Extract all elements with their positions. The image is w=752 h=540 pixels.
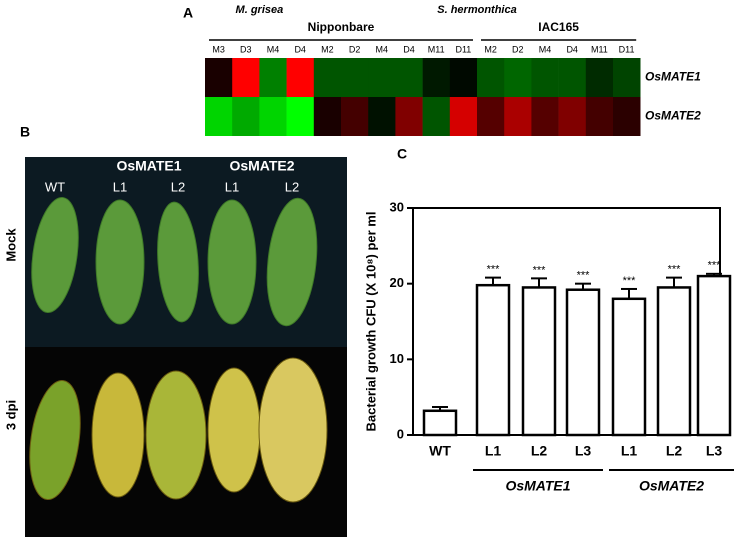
significance: *** <box>668 264 682 276</box>
photo-row-label: Mock <box>3 228 18 262</box>
heat-cell <box>531 58 559 97</box>
heat-cell <box>531 97 559 136</box>
column-label: M2 <box>321 44 334 54</box>
group-label: OsMATE2 <box>639 478 704 494</box>
heat-cell <box>449 58 478 97</box>
heat-cell <box>613 58 641 97</box>
heat-cell <box>504 97 532 136</box>
heat-cell <box>395 97 423 136</box>
column-label: M11 <box>591 44 608 54</box>
heat-cell <box>313 58 342 97</box>
x-tick-label: L3 <box>706 443 723 459</box>
y-tick-label: 20 <box>390 275 404 290</box>
heat-cell <box>259 97 287 136</box>
column-label: M4 <box>539 44 552 54</box>
x-tick-label: L2 <box>531 443 548 459</box>
bar <box>696 274 732 437</box>
heat-cell <box>232 58 260 97</box>
heat-cell <box>395 58 423 97</box>
bar <box>475 283 511 437</box>
panel-label: B <box>20 124 30 140</box>
significance: *** <box>577 270 591 282</box>
cultivar-label: Nipponbare <box>308 20 375 34</box>
bar <box>422 409 458 437</box>
heat-cell <box>477 58 505 97</box>
heat-cell <box>449 97 478 136</box>
heat-cell <box>477 97 505 136</box>
photo-column-label: WT <box>45 179 65 194</box>
column-label: D3 <box>240 44 252 54</box>
photo-column-label: L1 <box>225 179 239 194</box>
heat-cell <box>504 58 532 97</box>
group-label: OsMATE1 <box>505 478 570 494</box>
photo-column-label: L2 <box>285 179 299 194</box>
column-label: M3 <box>212 44 225 54</box>
significance: *** <box>708 260 722 272</box>
bar <box>565 288 601 437</box>
pathogen-label: S. hermonthica <box>437 4 516 16</box>
heat-cell <box>558 58 587 97</box>
panel-label: A <box>183 5 193 21</box>
heat-cell <box>613 97 641 136</box>
column-label: D2 <box>349 44 361 54</box>
column-label: D11 <box>619 44 635 54</box>
y-tick-label: 0 <box>397 426 404 441</box>
y-tick-label: 10 <box>390 351 404 366</box>
heat-cell <box>286 58 315 97</box>
photo-column-label: L2 <box>171 179 185 194</box>
column-label: M11 <box>428 44 445 54</box>
heat-cell <box>313 97 342 136</box>
heat-cell <box>422 97 451 136</box>
y-axis-label: Bacterial growth CFU (X 10⁸) per ml <box>363 212 378 432</box>
heat-cell <box>368 58 396 97</box>
x-tick-label: L2 <box>666 443 683 459</box>
column-label: D2 <box>512 44 524 54</box>
heat-cell <box>422 58 451 97</box>
heat-cell <box>585 58 614 97</box>
leaves-mock <box>31 196 318 327</box>
leaves-infected <box>29 357 328 503</box>
heat-cell <box>259 58 287 97</box>
row-label: OsMATE1 <box>645 70 701 84</box>
column-label: M2 <box>484 44 497 54</box>
significance: *** <box>533 264 547 276</box>
x-tick-label: WT <box>429 443 451 459</box>
row-label: OsMATE2 <box>645 109 701 123</box>
bar <box>656 286 692 437</box>
column-label: D11 <box>455 44 471 54</box>
x-tick-label: L1 <box>621 443 638 459</box>
heat-cell <box>341 58 369 97</box>
bar <box>611 297 647 437</box>
heat-cell <box>368 97 396 136</box>
significance: *** <box>623 275 637 287</box>
x-tick-label: L3 <box>575 443 592 459</box>
heat-cell <box>558 97 587 136</box>
significance: *** <box>487 264 501 276</box>
heat-cell <box>232 97 260 136</box>
bar <box>521 286 557 437</box>
photo-group-label: OsMATE2 <box>229 158 294 174</box>
photo-group-label: OsMATE1 <box>116 158 181 174</box>
x-tick-label: L1 <box>485 443 502 459</box>
heat-cell <box>286 97 315 136</box>
column-label: D4 <box>403 44 415 54</box>
y-tick-label: 30 <box>390 199 404 214</box>
heat-cell <box>205 97 233 136</box>
cultivar-label: IAC165 <box>538 20 579 34</box>
column-label: M4 <box>376 44 389 54</box>
column-label: D4 <box>294 44 306 54</box>
panel-label: C <box>397 146 407 162</box>
pathogen-label: M. grisea <box>236 4 284 16</box>
column-label: D4 <box>566 44 578 54</box>
heat-cell <box>341 97 369 136</box>
heat-cell <box>205 58 233 97</box>
photo-row-label: 3 dpi <box>3 400 18 430</box>
photo-column-label: L1 <box>113 179 127 194</box>
heat-cell <box>585 97 614 136</box>
column-label: M4 <box>267 44 280 54</box>
